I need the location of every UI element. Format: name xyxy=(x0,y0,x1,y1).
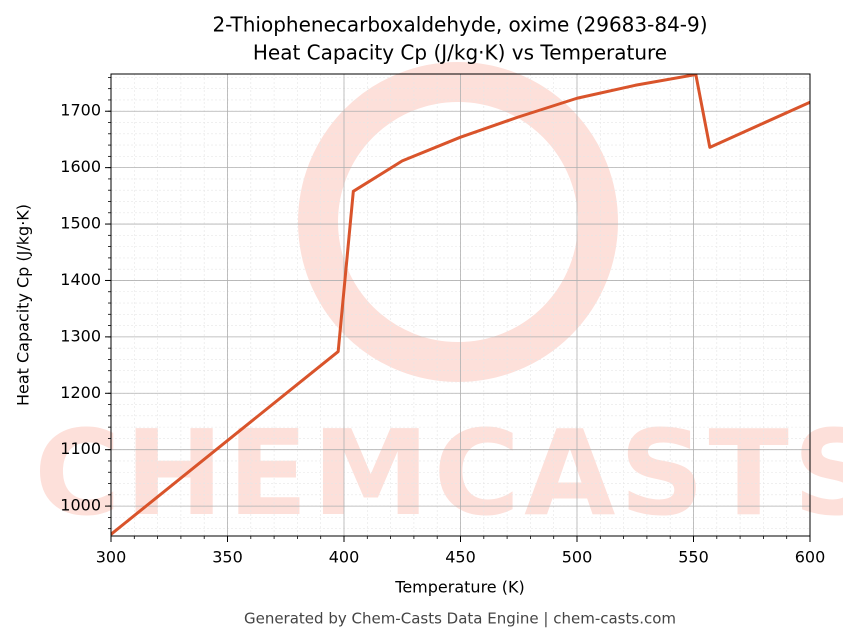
x-tick-label: 600 xyxy=(795,548,826,567)
chart-title: 2-Thiophenecarboxaldehyde, oxime (29683-… xyxy=(212,13,707,37)
footer: Generated by Chem-Casts Data Engine | ch… xyxy=(244,610,676,628)
y-axis-label: Heat Capacity Cp (J/kg·K) xyxy=(14,204,33,406)
y-tick-label: 1300 xyxy=(60,326,101,345)
y-tick-label: 1000 xyxy=(60,496,101,515)
x-tick-label: 450 xyxy=(445,548,476,567)
x-tick-label: 550 xyxy=(678,548,709,567)
y-tick-label: 1500 xyxy=(60,214,101,233)
y-tick-label: 1100 xyxy=(60,439,101,458)
watermark: CHEMCASTS xyxy=(34,404,843,542)
y-tick-label: 1400 xyxy=(60,270,101,289)
y-tick-label: 1700 xyxy=(60,101,101,120)
x-axis-label: Temperature (K) xyxy=(394,578,524,597)
x-tick-label: 300 xyxy=(96,548,127,567)
x-tick-label: 400 xyxy=(329,548,360,567)
watermark-logo xyxy=(298,62,618,382)
y-tick-label: 1200 xyxy=(60,383,101,402)
x-tick-label: 500 xyxy=(562,548,593,567)
plot-frame xyxy=(110,73,811,537)
x-tick-label: 350 xyxy=(212,548,243,567)
data-line xyxy=(111,74,810,536)
chart-subtitle: Heat Capacity Cp (J/kg·K) vs Temperature xyxy=(253,41,667,65)
y-tick-label: 1600 xyxy=(60,157,101,176)
